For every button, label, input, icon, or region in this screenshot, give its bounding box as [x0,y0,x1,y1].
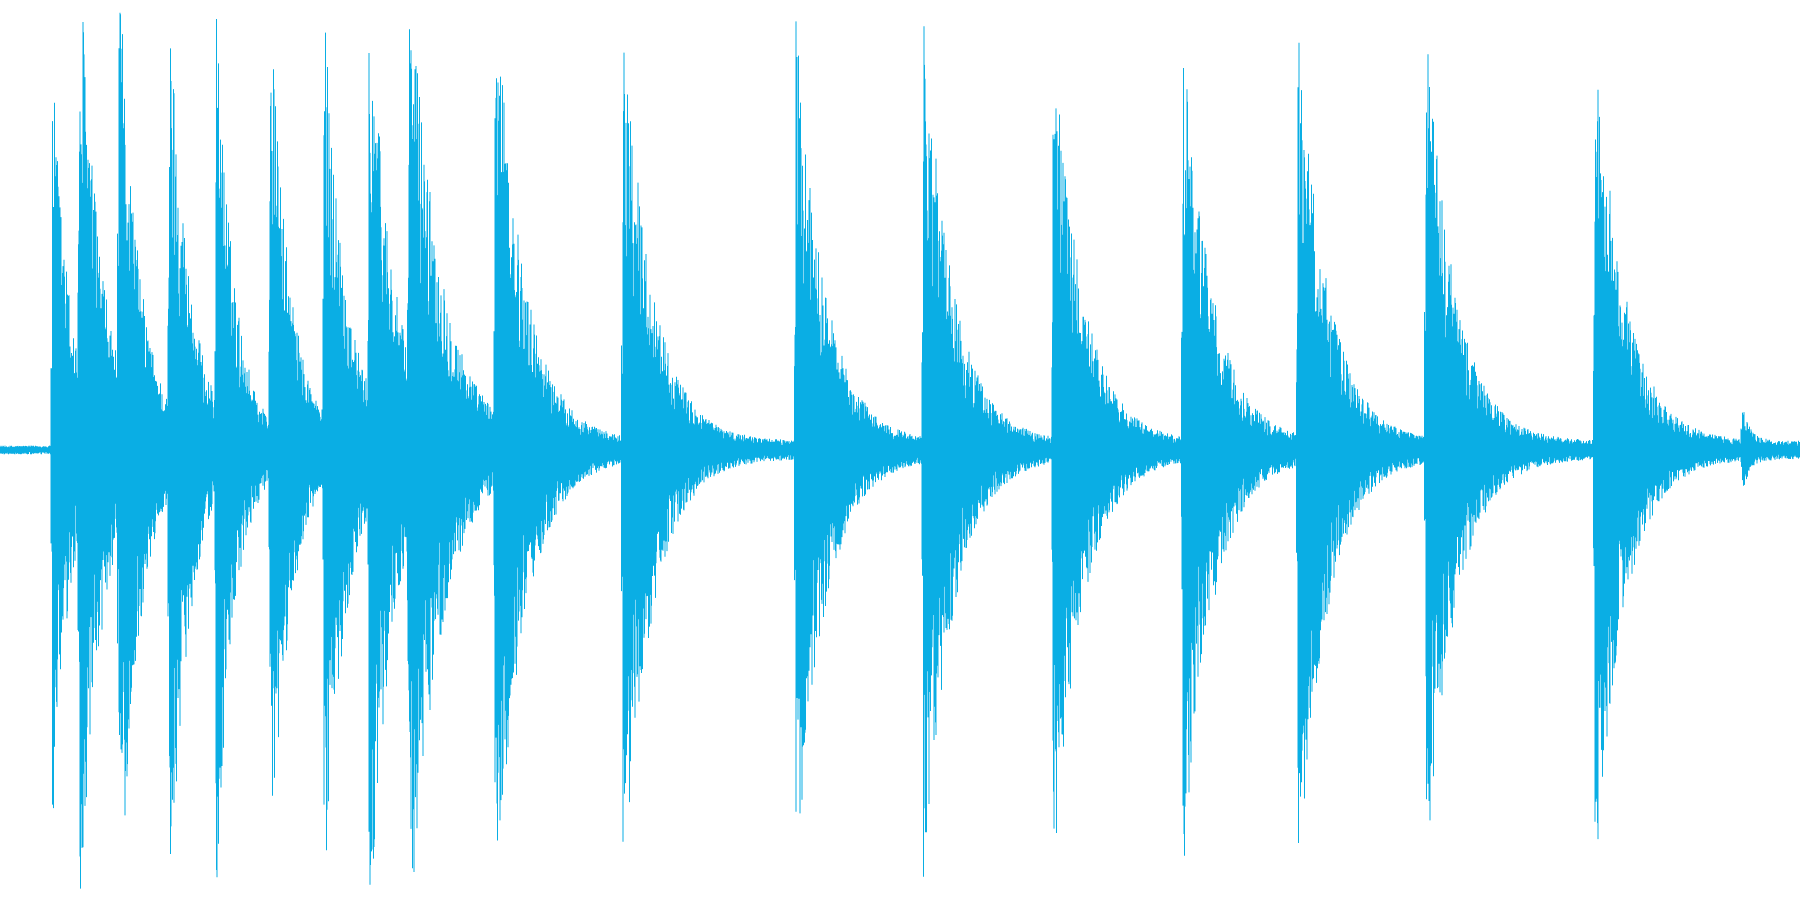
audio-waveform [0,12,1800,889]
waveform-view [0,12,1800,889]
